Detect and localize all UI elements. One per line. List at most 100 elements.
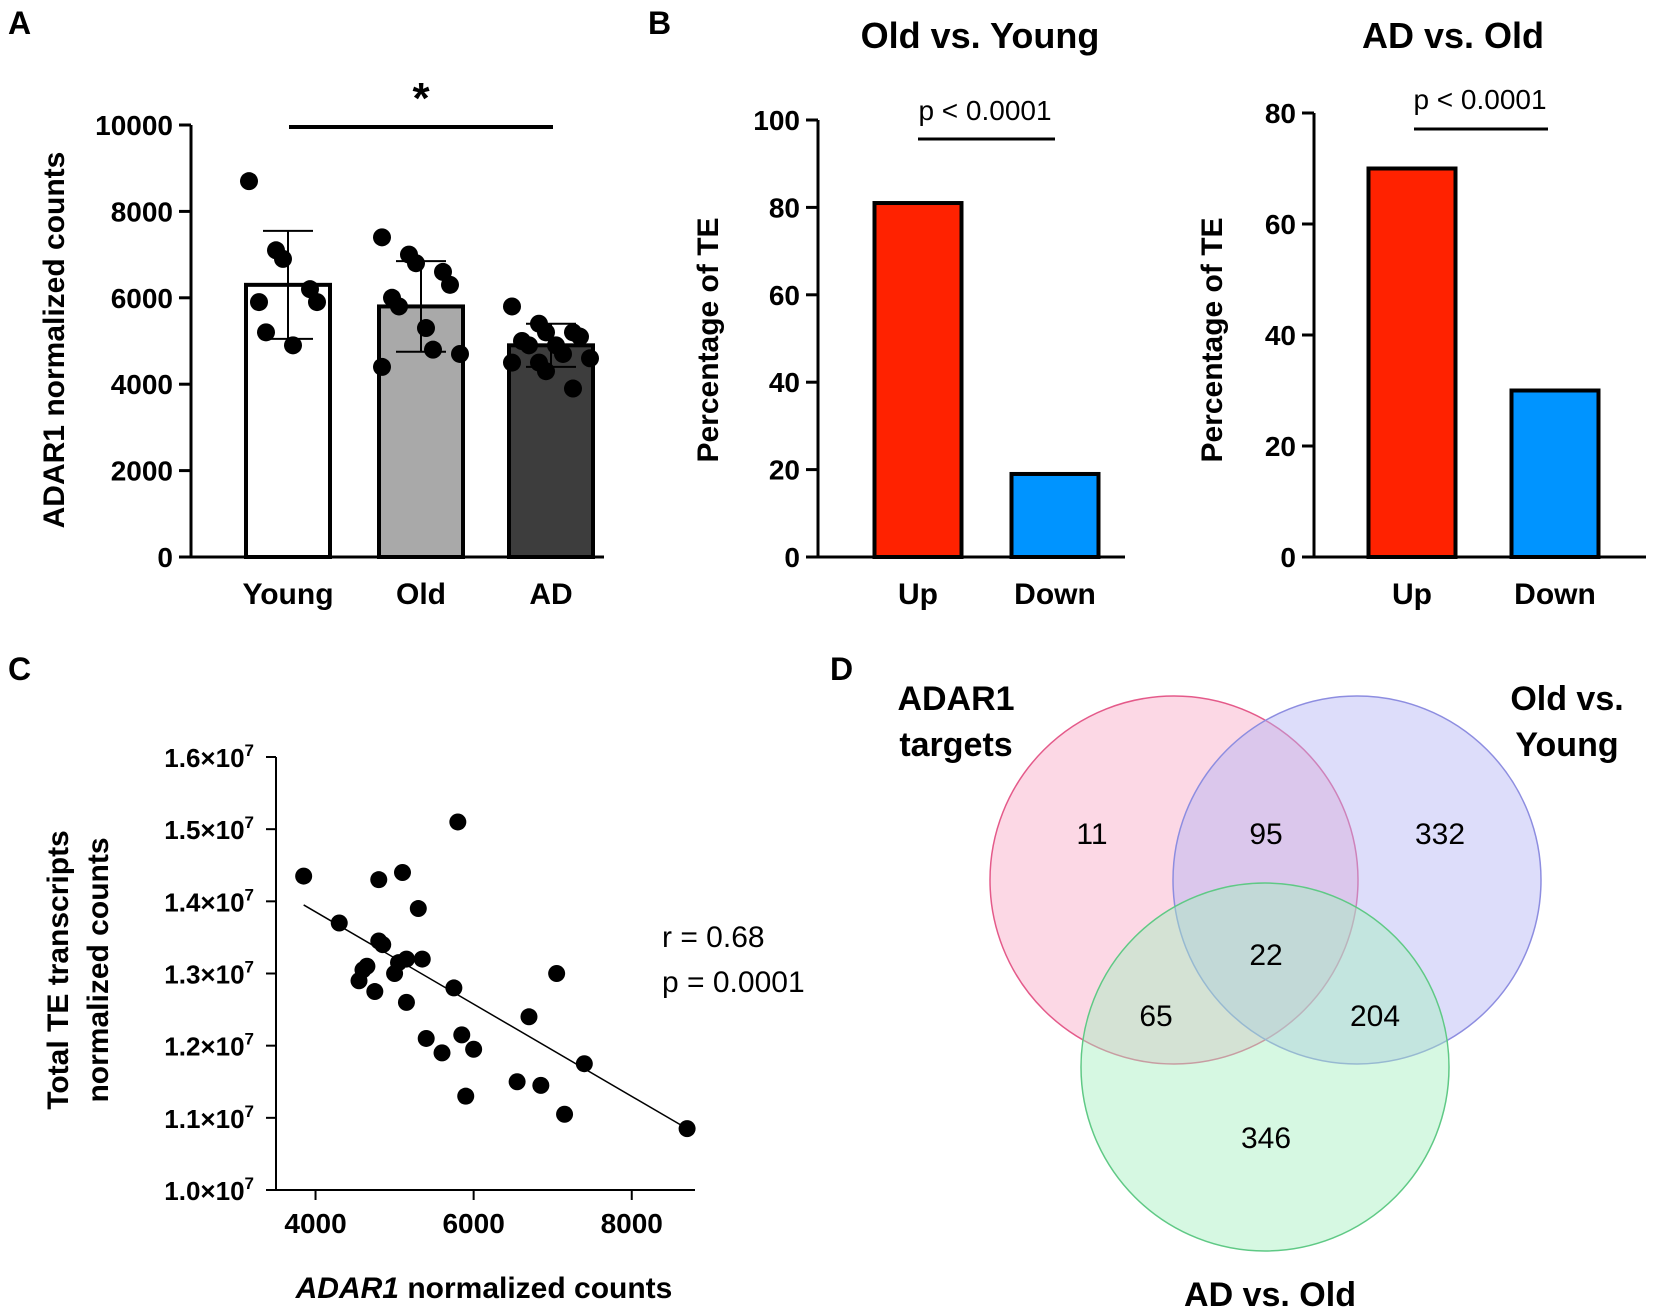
panel-b2-bars <box>1366 166 1601 559</box>
panel-b1-category-labels: Up Down <box>898 578 1096 611</box>
panel-letter-c: C <box>8 651 31 687</box>
c-scatter-point <box>445 979 463 997</box>
venn-label-ad-vs-old: AD vs. Old <box>1184 1276 1356 1314</box>
c-scatter-point <box>330 914 348 932</box>
c-scatter-point <box>508 1073 526 1091</box>
b2-bar-up <box>1366 166 1458 559</box>
b2-bar-down <box>1509 388 1601 559</box>
data-point <box>424 340 442 359</box>
c-y-tick-label: 1.6×107 <box>164 741 254 773</box>
panel-b1-p-value: p < 0.0001 <box>918 95 1051 126</box>
venn-count-adar1-only: 11 <box>1076 818 1107 851</box>
data-point <box>240 172 258 191</box>
panel-c-x-label-rest: normalized counts <box>399 1272 672 1305</box>
b1-y-tick-label: 100 <box>753 105 800 136</box>
venn-count-adar1-old: 95 <box>1249 818 1282 851</box>
data-point <box>537 323 555 342</box>
c-scatter-point <box>520 1008 538 1026</box>
data-point <box>407 254 425 273</box>
c-y-tick-mantissa: 1.1×10 <box>164 1104 244 1134</box>
panel-c-scatter-plot: 1.0×1071.1×1071.2×1071.3×1071.4×1071.5×1… <box>42 741 805 1305</box>
panel-c-p-value: p = 0.0001 <box>662 966 805 999</box>
c-scatter-point <box>295 867 313 885</box>
panel-a-category-labels: Young Old AD <box>242 578 572 611</box>
panel-b1-y-ticks: 0 20 40 60 80 100 <box>753 105 818 573</box>
a-y-tick-label: 0 <box>157 542 173 573</box>
a-category-label: Old <box>396 578 446 611</box>
c-scatter-point <box>449 813 467 831</box>
venn-label-old-young-line2: Young <box>1515 726 1618 764</box>
c-y-tick-label: 1.0×107 <box>164 1174 254 1206</box>
b1-category-label: Up <box>898 578 938 611</box>
venn-label-old-young-line1: Old vs. <box>1510 680 1623 718</box>
c-y-tick-exponent: 7 <box>245 741 254 760</box>
c-scatter-point <box>358 957 376 975</box>
c-x-tick-label: 8000 <box>601 1208 663 1239</box>
b1-y-tick-label: 60 <box>769 280 800 311</box>
panel-letter-a: A <box>8 5 31 41</box>
panel-c-r-value: r = 0.68 <box>662 921 765 954</box>
c-scatter-point <box>417 1029 435 1047</box>
c-y-tick-mantissa: 1.6×10 <box>164 743 244 773</box>
c-scatter-point <box>397 993 415 1011</box>
c-y-tick-label: 1.1×107 <box>164 1102 254 1134</box>
c-y-tick-exponent: 7 <box>245 958 254 977</box>
c-scatter-point <box>556 1105 574 1123</box>
panel-a-bars <box>240 172 599 559</box>
panel-letter-b: B <box>648 5 671 41</box>
c-scatter-point <box>548 965 566 982</box>
c-scatter-point <box>393 863 411 881</box>
venn-circle-ad-vs-old <box>1080 882 1450 1252</box>
panel-b2-p-value: p < 0.0001 <box>1413 84 1546 115</box>
c-trendline <box>303 904 688 1130</box>
a-category-label: AD <box>529 578 572 611</box>
b1-y-tick-label: 40 <box>769 367 800 398</box>
c-scatter-point <box>453 1026 471 1044</box>
c-scatter-point <box>374 936 392 954</box>
venn-count-all-three: 22 <box>1249 939 1282 972</box>
venn-count-old-ad: 204 <box>1350 1000 1400 1033</box>
c-scatter-point <box>413 950 431 968</box>
panel-c-points <box>295 813 696 1138</box>
c-y-tick-mantissa: 1.4×10 <box>164 887 244 917</box>
panel-a-significance-star: * <box>412 74 430 123</box>
data-point <box>308 293 326 312</box>
data-point <box>537 362 555 381</box>
b2-y-tick-label: 60 <box>1265 209 1296 240</box>
data-point <box>390 297 408 316</box>
panel-c-y-label-line1: Total TE transcripts <box>42 830 75 1110</box>
b1-bar-up <box>872 201 964 559</box>
panel-b-ad-vs-old-chart: AD vs. Old Percentage of TE 0 20 40 60 80 Up… <box>1196 15 1646 611</box>
c-scatter-point <box>532 1076 550 1094</box>
a-y-tick-label: 4000 <box>111 369 173 400</box>
venn-circle-adar1-targets <box>989 695 1359 1065</box>
data-point <box>503 297 521 316</box>
data-point <box>417 319 435 338</box>
b2-y-tick-label: 0 <box>1280 542 1296 573</box>
data-point <box>451 344 469 363</box>
c-y-tick-exponent: 7 <box>245 1102 254 1121</box>
c-x-tick-label: 6000 <box>442 1208 504 1239</box>
data-point <box>250 293 268 312</box>
c-y-tick-mantissa: 1.2×10 <box>164 1032 244 1062</box>
b1-y-tick-label: 80 <box>769 192 800 223</box>
b2-y-tick-label: 80 <box>1265 98 1296 129</box>
c-scatter-point <box>575 1055 593 1073</box>
c-y-tick-exponent: 7 <box>245 813 254 832</box>
venn-label-adar1-line1: ADAR1 <box>897 680 1014 718</box>
panel-c-x-label: ADAR1 normalized counts <box>295 1272 673 1305</box>
venn-count-adar1-ad: 65 <box>1139 1000 1172 1033</box>
b2-y-tick-label: 20 <box>1265 431 1296 462</box>
c-y-tick-mantissa: 1.5×10 <box>164 815 244 845</box>
panel-a-y-label: ADAR1 normalized counts <box>38 152 71 529</box>
panel-b1-y-label: Percentage of TE <box>692 217 725 462</box>
panel-c-y-label-line2: normalized counts <box>82 837 115 1102</box>
a-y-tick-label: 2000 <box>111 456 173 487</box>
c-y-tick-label: 1.5×107 <box>164 813 254 845</box>
c-scatter-point <box>457 1087 475 1105</box>
c-y-tick-exponent: 7 <box>245 885 254 904</box>
c-scatter-point <box>370 871 388 889</box>
venn-circle-old-vs-young <box>1172 695 1542 1065</box>
c-scatter-point <box>433 1044 451 1062</box>
